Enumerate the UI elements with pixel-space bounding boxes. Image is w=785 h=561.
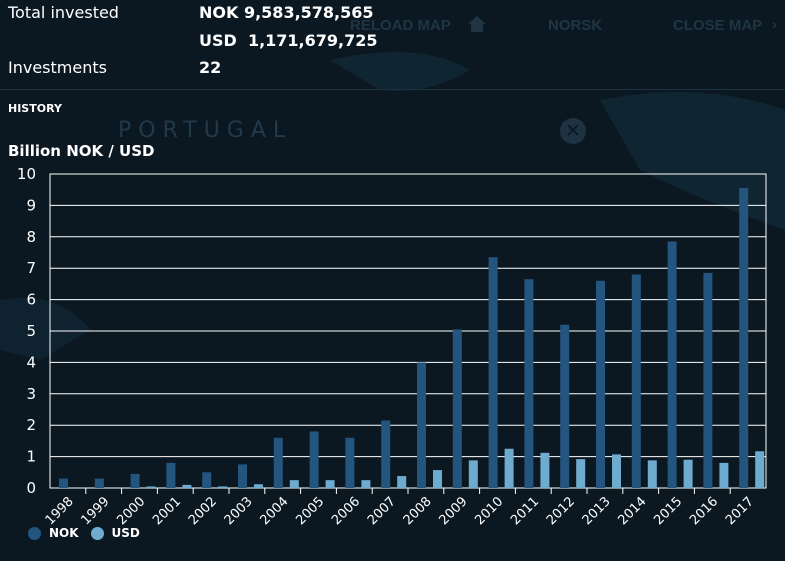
total-invested-label: Total invested xyxy=(8,3,119,22)
x-tick-label: 2011 xyxy=(508,494,542,526)
y-tick-label: 8 xyxy=(26,228,36,246)
nok-bar xyxy=(202,472,212,488)
usd-bar xyxy=(182,484,192,488)
nok-bar xyxy=(59,478,68,488)
y-tick-label: 9 xyxy=(26,196,36,214)
nok-legend-dot xyxy=(28,526,41,540)
language-button[interactable]: NORSK xyxy=(548,17,603,34)
nok-bar xyxy=(417,362,426,488)
y-tick-label: 4 xyxy=(26,353,36,371)
history-chart: 0 1 2 3 4 5 6 7 8 9 10 1998 1999 2000 2001 2002 2003 2004… xyxy=(17,165,767,526)
usd-bar xyxy=(289,480,299,488)
usd-bar xyxy=(540,452,550,488)
usd-bar xyxy=(468,460,478,488)
nok-bar xyxy=(524,279,534,488)
y-tick-label: 0 xyxy=(26,479,36,497)
usd-bar xyxy=(218,486,228,488)
usd-bar xyxy=(146,486,156,488)
usd-bar xyxy=(755,451,765,488)
country-name: PORTUGAL xyxy=(118,118,293,143)
x-tick-label: 2014 xyxy=(616,494,650,526)
x-tick-label: 1999 xyxy=(79,494,113,526)
nok-bar xyxy=(452,329,462,488)
usd-bar xyxy=(504,448,514,488)
usd-bar xyxy=(325,480,335,488)
x-tick-label: 2006 xyxy=(329,494,363,526)
x-tick-label: 2010 xyxy=(472,494,506,526)
nok-bar xyxy=(703,272,713,488)
investments-value: 22 xyxy=(199,58,222,77)
nok-bar xyxy=(667,241,677,488)
y-tick-label: 1 xyxy=(26,448,36,466)
nok-bar xyxy=(238,464,247,488)
nok-bar xyxy=(560,324,570,488)
x-tick-label: 2013 xyxy=(580,494,614,526)
home-icon[interactable] xyxy=(466,14,488,38)
usd-bar xyxy=(683,459,693,488)
divider xyxy=(0,89,785,90)
chart-legend: NOK USD xyxy=(28,526,140,540)
x-tick-label: 2001 xyxy=(150,494,184,526)
usd-bar xyxy=(612,454,621,488)
x-tick-label: 2017 xyxy=(723,494,757,526)
nok-bar xyxy=(94,478,104,488)
x-tick-label: 2012 xyxy=(544,494,578,526)
x-tick-label: 2007 xyxy=(365,494,399,526)
nok-bar xyxy=(488,257,498,488)
nok-bar xyxy=(631,274,641,488)
y-tick-label: 6 xyxy=(26,291,36,309)
close-map-button[interactable]: CLOSE MAP xyxy=(673,17,763,34)
y-tick-label: 10 xyxy=(17,165,36,183)
nok-bar xyxy=(166,462,176,488)
total-nok-value: NOK 9,583,578,565 xyxy=(199,3,374,22)
x-tick-label: 2015 xyxy=(651,494,685,526)
usd-bar xyxy=(254,484,263,488)
reload-map-button[interactable]: RELOAD MAP xyxy=(350,17,451,34)
investments-label: Investments xyxy=(8,58,107,77)
chevron-right-icon[interactable]: › xyxy=(772,16,777,33)
close-icon[interactable]: ✕ xyxy=(560,118,586,144)
y-tick-label: 3 xyxy=(26,385,36,403)
nok-legend-label: NOK xyxy=(49,526,79,540)
total-usd-value: USD 1,171,679,725 xyxy=(199,31,378,50)
chart-title: Billion NOK / USD xyxy=(8,142,155,160)
usd-bar xyxy=(433,470,442,488)
nok-bar xyxy=(273,437,283,488)
usd-bar xyxy=(397,476,407,488)
x-tick-label: 2009 xyxy=(437,494,471,526)
x-tick-label: 2008 xyxy=(401,494,435,526)
section-label: HISTORY xyxy=(8,102,62,115)
usd-bar xyxy=(719,462,729,488)
x-tick-label: 2003 xyxy=(222,494,256,526)
usd-bar xyxy=(576,459,586,488)
usd-bar xyxy=(647,460,657,488)
x-tick-label: 2016 xyxy=(687,494,721,526)
usd-legend-dot xyxy=(90,526,104,540)
x-tick-label: 2000 xyxy=(114,494,148,526)
nok-bar xyxy=(739,188,749,488)
usd-bar xyxy=(361,480,371,488)
y-tick-label: 5 xyxy=(26,322,36,340)
x-tick-label: 1998 xyxy=(43,494,77,526)
nok-bar xyxy=(309,431,319,488)
usd-legend-label: USD xyxy=(111,526,140,540)
y-tick-label: 7 xyxy=(26,259,36,277)
nok-bar xyxy=(596,280,605,488)
nok-bar xyxy=(130,473,140,488)
nok-bar xyxy=(345,437,355,488)
x-tick-label: 2004 xyxy=(258,494,292,526)
y-tick-label: 2 xyxy=(26,416,36,434)
x-tick-label: 2002 xyxy=(186,494,220,526)
x-tick-label: 2005 xyxy=(293,494,327,526)
nok-bar xyxy=(381,420,391,488)
